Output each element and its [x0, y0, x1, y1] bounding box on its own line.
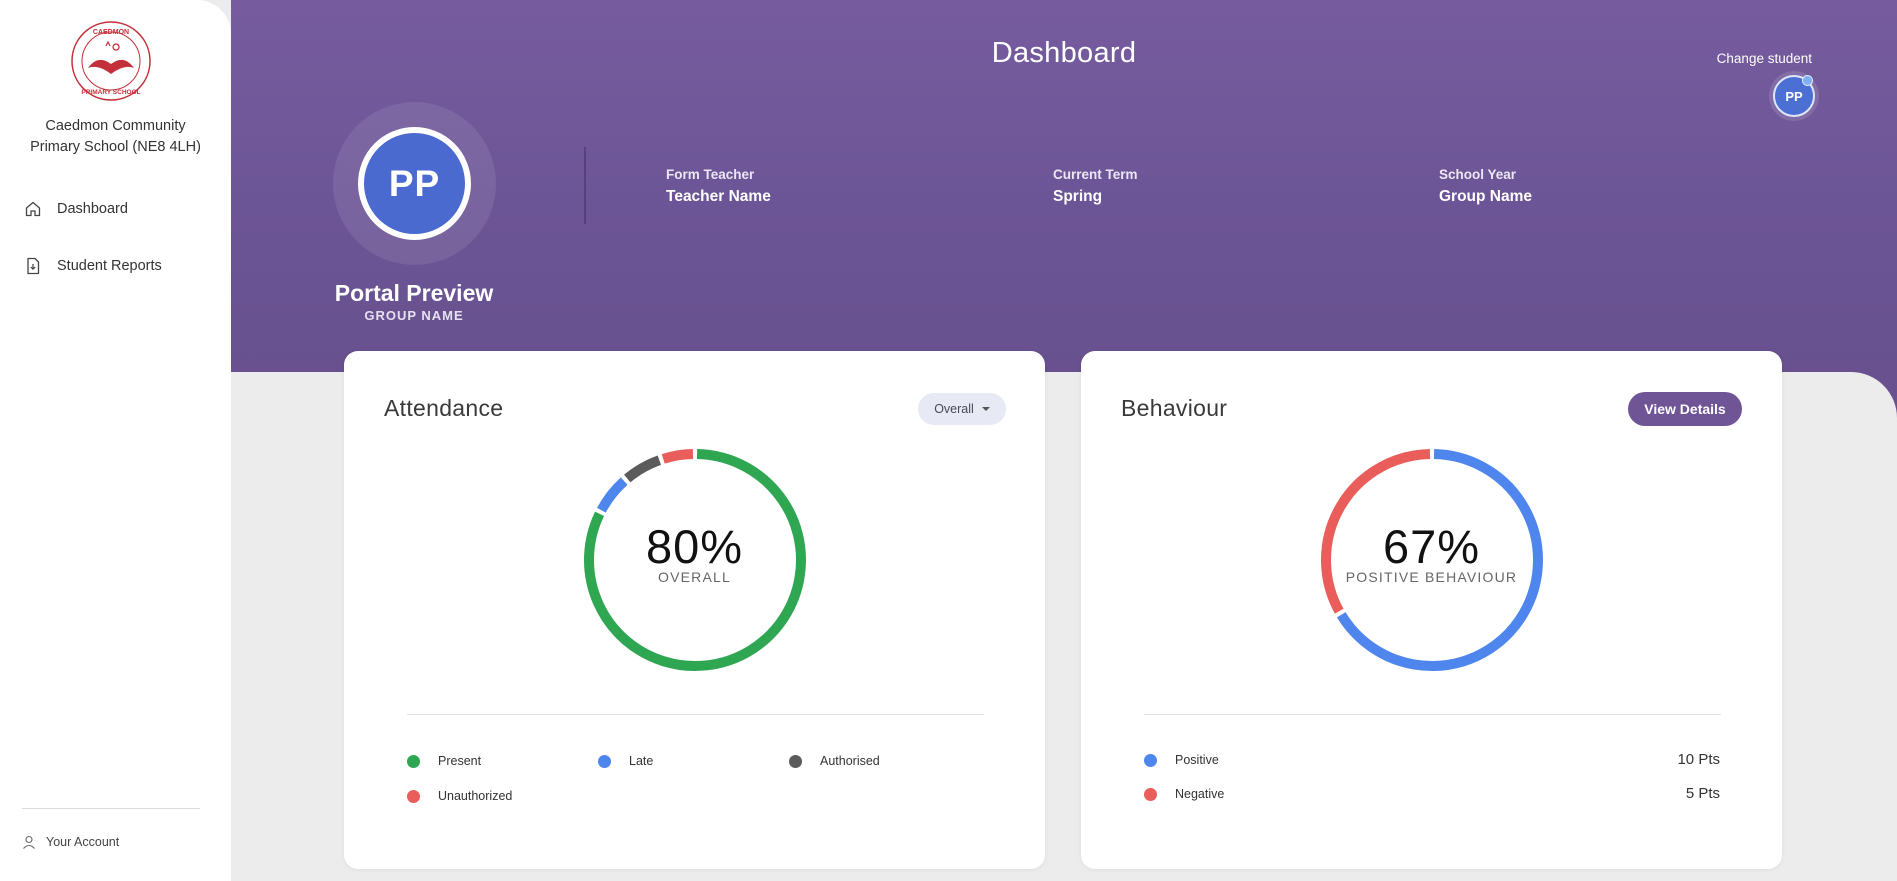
legend-positive: Positive — [1144, 753, 1219, 767]
form-teacher-info: Form Teacher Teacher Name — [666, 167, 771, 206]
donut-segment-late — [596, 477, 628, 513]
svg-text:PRIMARY SCHOOL: PRIMARY SCHOOL — [81, 89, 140, 96]
current-term-value: Spring — [1053, 188, 1103, 205]
attendance-center-label: OVERALL — [658, 569, 731, 585]
school-name-line1: Caedmon Community — [45, 118, 186, 134]
sidebar: CAEDMON PRIMARY SCHOOL Caedmon Community… — [0, 0, 231, 881]
behaviour-card: Behaviour View Details 67% POSITIVE BEHA… — [1081, 351, 1782, 869]
legend-present: Present — [407, 754, 481, 768]
school-year-value: Group Name — [1439, 188, 1533, 205]
legend-negative: Negative — [1144, 787, 1224, 801]
attendance-donut-chart — [584, 449, 806, 671]
chevron-down-icon — [981, 407, 990, 411]
attendance-percentage: 80% — [645, 520, 744, 573]
form-teacher-label: Form Teacher — [666, 167, 755, 182]
donut-segment-authorised — [624, 455, 662, 483]
legend-label: Authorised — [820, 754, 880, 768]
sidebar-item-dashboard[interactable]: Dashboard — [24, 197, 128, 221]
sidebar-item-label: Student Reports — [57, 258, 162, 274]
change-student-link[interactable]: Change student — [1716, 51, 1812, 66]
content-corner — [1780, 372, 1897, 432]
legend-label: Late — [629, 754, 654, 768]
legend-label: Unauthorized — [438, 789, 513, 803]
sidebar-item-student-reports[interactable]: Student Reports — [24, 254, 162, 278]
student-group: GROUP NAME — [364, 308, 464, 323]
school-name: Caedmon Community Primary School (NE8 4L… — [10, 116, 221, 158]
legend-authorised: Authorised — [789, 754, 880, 768]
legend-dot — [1144, 753, 1157, 767]
student-avatar: PP — [358, 127, 471, 240]
sidebar-item-label: Dashboard — [57, 201, 128, 217]
school-logo: CAEDMON PRIMARY SCHOOL — [70, 20, 152, 102]
behaviour-percentage: 67% — [1382, 520, 1481, 573]
dashboard-header: Dashboard Change student PP PP Portal Pr… — [231, 0, 1897, 372]
header-divider — [584, 147, 586, 224]
user-icon — [22, 835, 36, 849]
card-divider — [407, 714, 984, 715]
school-year-label: School Year — [1439, 167, 1517, 182]
legend-dot — [407, 754, 420, 768]
donut-segment-present — [584, 449, 806, 671]
attendance-card: Attendance Overall 80% OVERALL Present L… — [344, 351, 1045, 869]
report-icon — [24, 257, 42, 275]
current-term-info: Current Term Spring — [1053, 167, 1138, 206]
legend-late: Late — [598, 754, 653, 768]
donut-segment-positive — [1336, 449, 1543, 671]
current-term-label: Current Term — [1053, 167, 1138, 182]
form-teacher-value: Teacher Name — [666, 188, 771, 205]
legend-label: Positive — [1175, 753, 1219, 767]
legend-dot — [789, 754, 802, 768]
card-divider — [1144, 714, 1721, 715]
behaviour-center-label: POSITIVE BEHAVIOUR — [1345, 569, 1518, 585]
home-icon — [24, 200, 42, 218]
donut-segment-unauthorized — [661, 449, 694, 464]
notification-dot — [1802, 75, 1813, 86]
dropdown-value: Overall — [934, 402, 974, 416]
legend-dot — [598, 754, 611, 768]
behaviour-donut-chart — [1321, 449, 1543, 671]
attendance-period-dropdown[interactable]: Overall — [918, 393, 1006, 425]
legend-dot — [407, 789, 420, 803]
school-year-info: School Year Group Name — [1439, 167, 1532, 206]
attendance-title: Attendance — [384, 395, 504, 421]
positive-points: 10 Pts — [1677, 751, 1720, 768]
your-account-label: Your Account — [46, 835, 120, 849]
svg-text:CAEDMON: CAEDMON — [93, 29, 129, 36]
negative-points: 5 Pts — [1685, 785, 1720, 802]
legend-unauthorized: Unauthorized — [407, 789, 512, 803]
view-details-button[interactable]: View Details — [1628, 392, 1742, 426]
school-name-line2: Primary School (NE8 4LH) — [30, 139, 201, 155]
your-account-link[interactable]: Your Account — [22, 830, 119, 854]
legend-label: Negative — [1175, 787, 1225, 801]
legend-label: Present — [438, 754, 482, 768]
student-name: Portal Preview — [334, 280, 494, 306]
sidebar-divider — [22, 808, 200, 809]
page-title: Dashboard — [991, 37, 1137, 69]
donut-segment-negative — [1321, 449, 1431, 614]
behaviour-title: Behaviour — [1121, 395, 1228, 421]
legend-dot — [1144, 787, 1157, 801]
